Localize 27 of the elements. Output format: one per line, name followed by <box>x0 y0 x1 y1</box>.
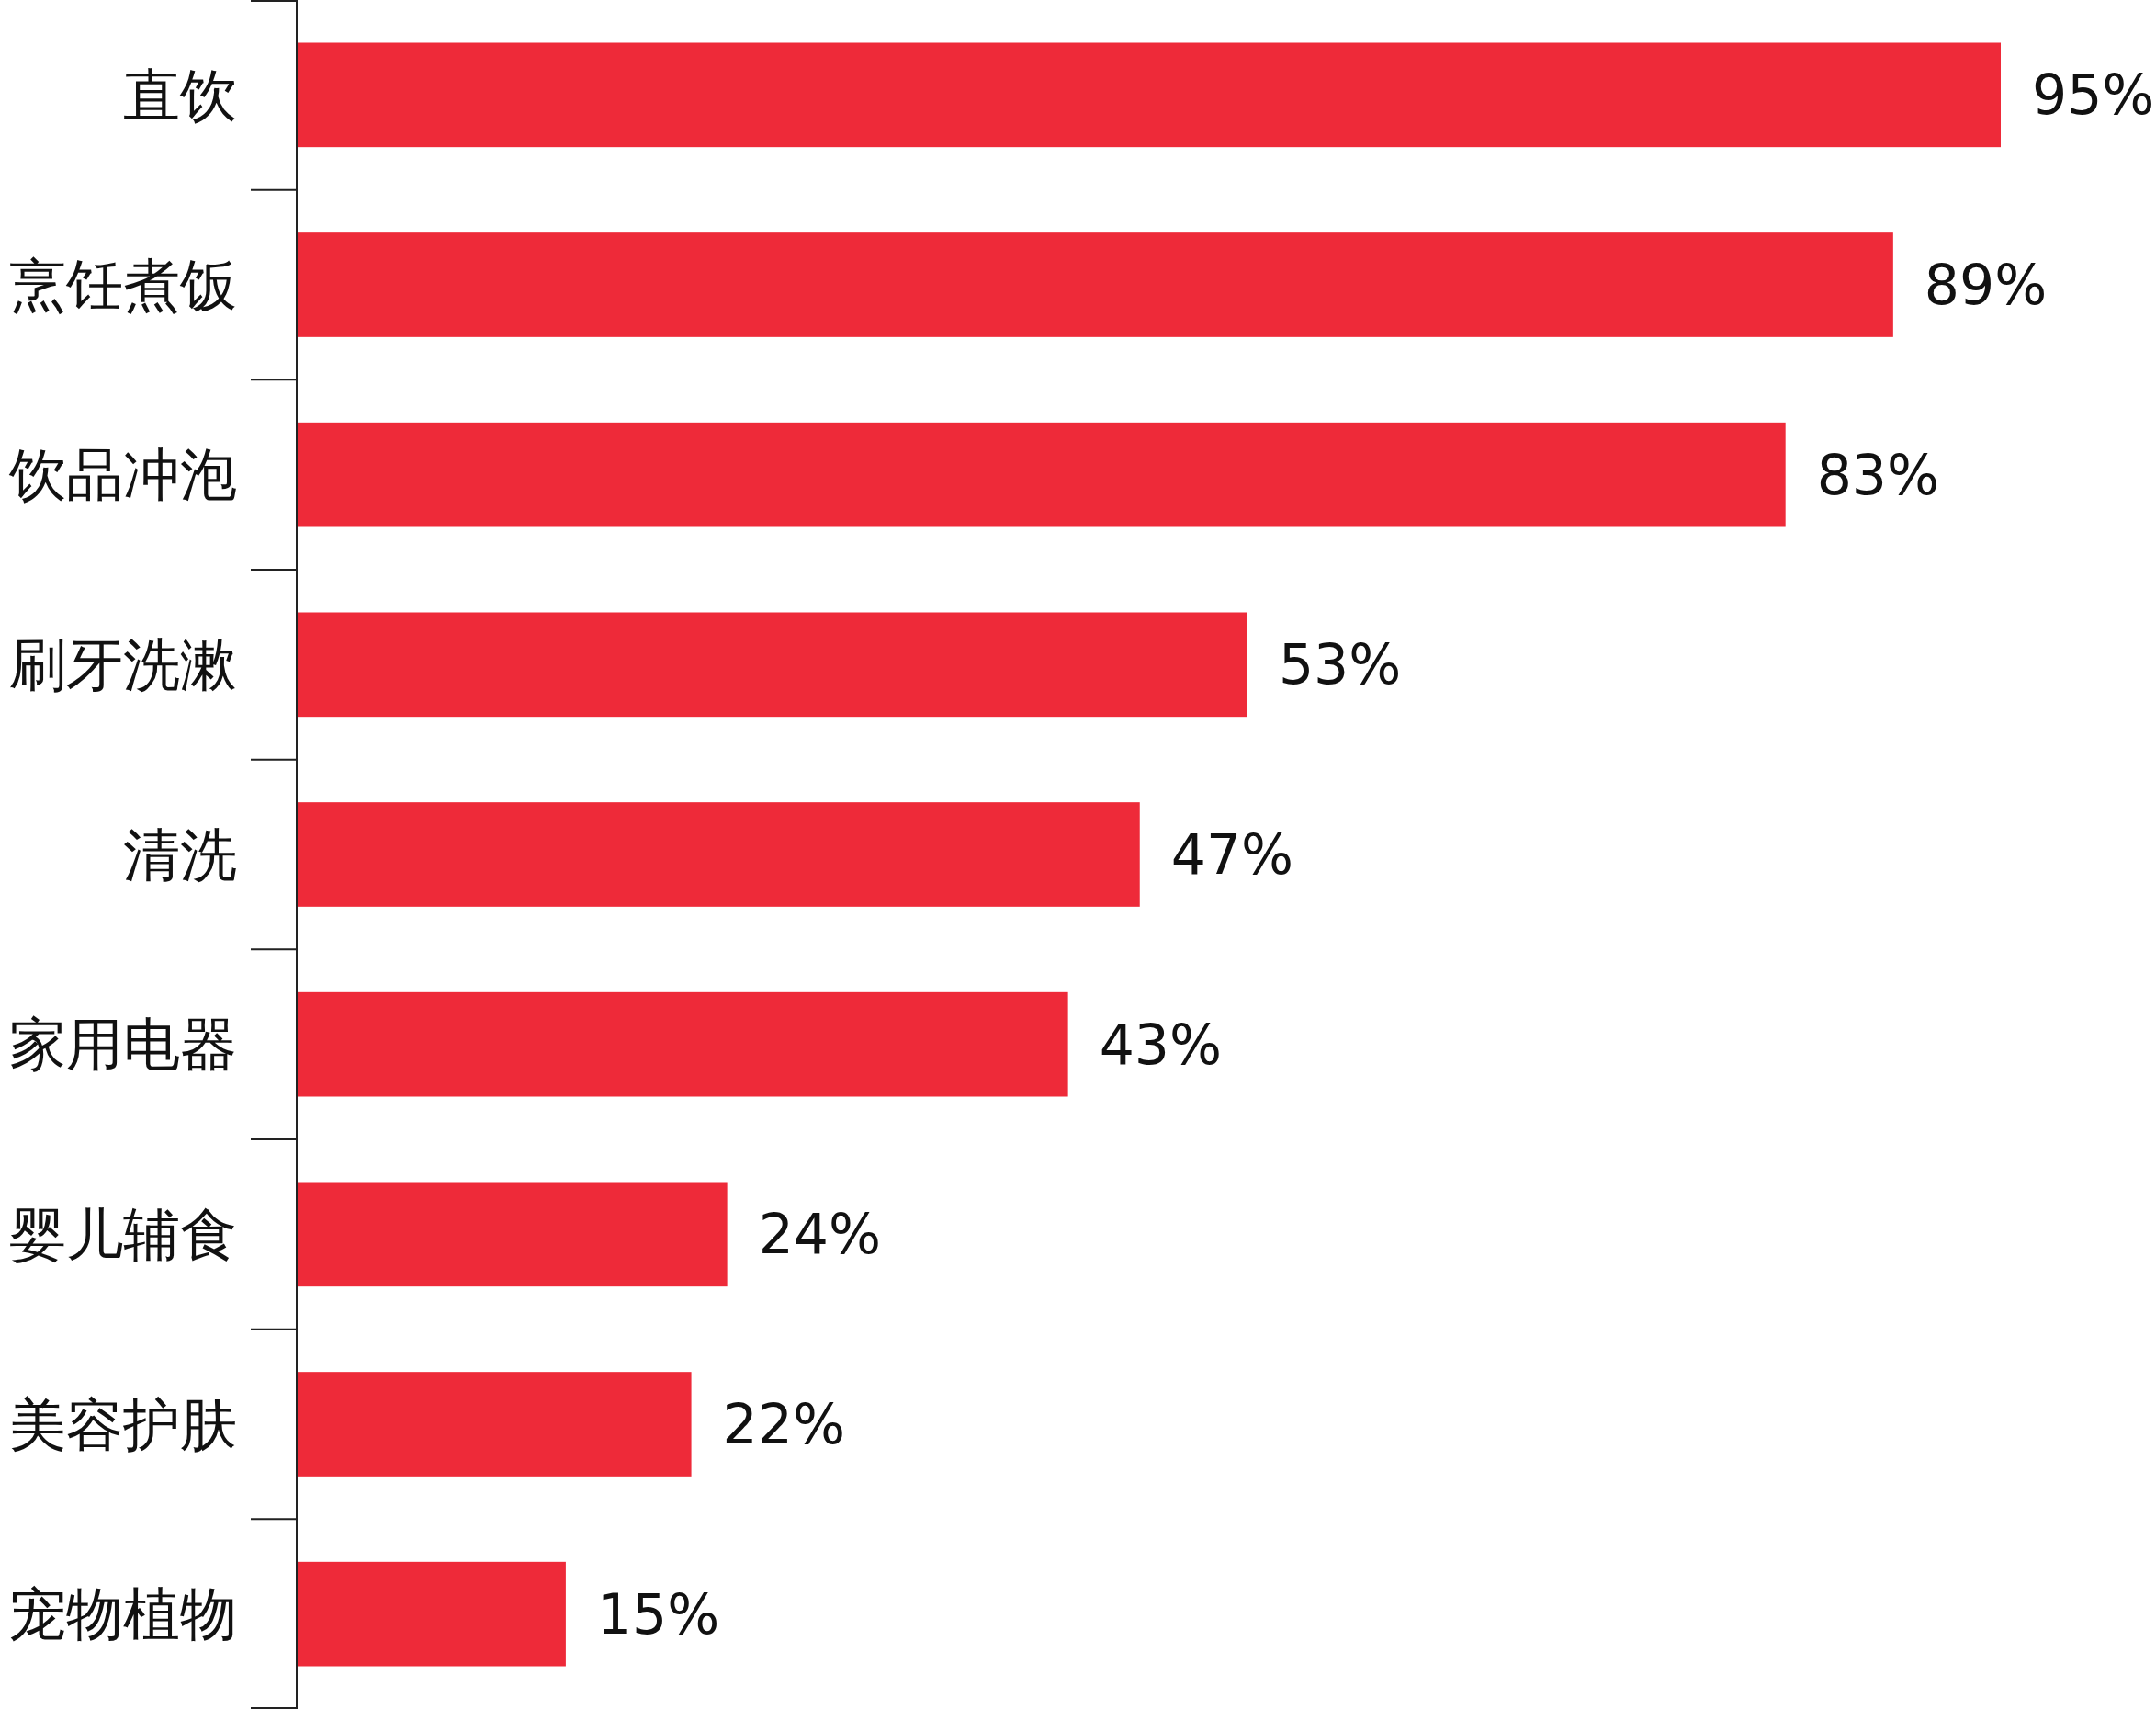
y-tick-label: 家用电器 <box>9 1011 237 1079</box>
y-tick-label: 刷牙洗漱 <box>9 630 237 698</box>
y-tick-label: 婴儿辅食 <box>9 1200 237 1268</box>
y-tick-label: 饮品冲泡 <box>8 441 237 509</box>
y-tick-label: 美容护肤 <box>9 1390 237 1458</box>
data-label: 89% <box>1924 253 2048 317</box>
data-label: 53% <box>1278 632 1402 697</box>
bar <box>297 802 1140 907</box>
y-tick-label: 直饮 <box>123 61 237 129</box>
data-label: 22% <box>722 1392 845 1456</box>
bar <box>297 1372 692 1477</box>
bar <box>297 232 1893 337</box>
bar <box>297 1561 566 1667</box>
y-tick-label: 清洗 <box>123 821 237 888</box>
bar <box>297 1182 728 1287</box>
data-label: 83% <box>1816 442 1940 507</box>
data-label: 95% <box>2032 62 2155 128</box>
y-tick-label: 宠物植物 <box>9 1580 237 1648</box>
bar <box>297 612 1247 718</box>
data-label: 43% <box>1099 1012 1222 1077</box>
bar <box>297 422 1786 527</box>
data-label: 47% <box>1170 822 1294 887</box>
bar <box>297 42 2001 148</box>
bar <box>297 991 1068 1097</box>
y-tick-label: 烹饪煮饭 <box>9 251 237 319</box>
data-label: 15% <box>596 1581 720 1647</box>
data-label: 24% <box>758 1202 881 1267</box>
